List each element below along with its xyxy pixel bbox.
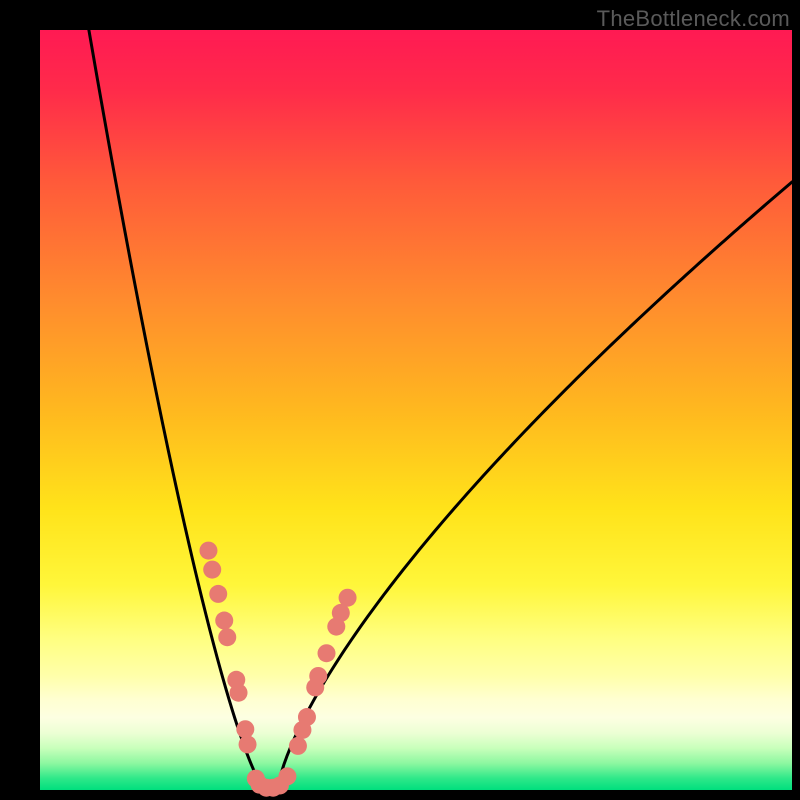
curve-marker bbox=[236, 720, 254, 738]
curve-marker bbox=[339, 589, 357, 607]
curve-marker bbox=[289, 737, 307, 755]
curve-marker bbox=[199, 542, 217, 560]
curve-marker bbox=[203, 561, 221, 579]
watermark-text: TheBottleneck.com bbox=[597, 6, 790, 32]
chart-stage: TheBottleneck.com bbox=[0, 0, 800, 800]
curve-marker bbox=[218, 628, 236, 646]
curve-marker bbox=[209, 585, 227, 603]
curve-marker bbox=[230, 684, 248, 702]
gradient-background bbox=[40, 30, 792, 790]
curve-marker bbox=[298, 708, 316, 726]
curve-marker bbox=[239, 735, 257, 753]
curve-marker bbox=[309, 667, 327, 685]
curve-marker bbox=[318, 644, 336, 662]
bottleneck-chart bbox=[0, 0, 800, 800]
curve-marker bbox=[278, 767, 296, 785]
curve-marker bbox=[215, 612, 233, 630]
